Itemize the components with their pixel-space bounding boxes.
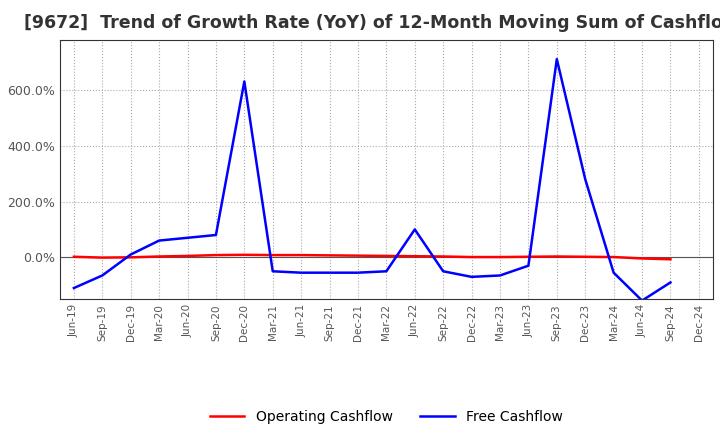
Operating Cashflow (609, 254, 618, 260)
Operating Cashflow (70, 254, 78, 260)
Free Cashflow (240, 79, 248, 84)
Free Cashflow (666, 280, 675, 285)
Free Cashflow (524, 263, 533, 268)
Operating Cashflow (240, 252, 248, 257)
Operating Cashflow (524, 254, 533, 260)
Operating Cashflow (212, 253, 220, 258)
Free Cashflow (410, 227, 419, 232)
Free Cashflow (212, 232, 220, 238)
Free Cashflow (269, 269, 277, 274)
Operating Cashflow (127, 255, 135, 260)
Operating Cashflow (325, 253, 334, 258)
Free Cashflow (552, 56, 561, 62)
Free Cashflow (325, 270, 334, 275)
Operating Cashflow (354, 253, 362, 258)
Free Cashflow (354, 270, 362, 275)
Free Cashflow (183, 235, 192, 240)
Free Cashflow (127, 252, 135, 257)
Operating Cashflow (581, 254, 590, 260)
Operating Cashflow (297, 253, 305, 258)
Operating Cashflow (269, 253, 277, 258)
Free Cashflow (98, 273, 107, 278)
Free Cashflow (638, 298, 647, 303)
Operating Cashflow (410, 253, 419, 259)
Free Cashflow (382, 269, 391, 274)
Operating Cashflow (552, 254, 561, 259)
Line: Free Cashflow: Free Cashflow (74, 59, 670, 301)
Legend: Operating Cashflow, Free Cashflow: Operating Cashflow, Free Cashflow (204, 405, 569, 430)
Free Cashflow (581, 176, 590, 182)
Operating Cashflow (467, 254, 476, 260)
Free Cashflow (495, 273, 504, 278)
Free Cashflow (609, 270, 618, 275)
Free Cashflow (297, 270, 305, 275)
Operating Cashflow (98, 255, 107, 260)
Free Cashflow (155, 238, 163, 243)
Operating Cashflow (155, 254, 163, 259)
Line: Operating Cashflow: Operating Cashflow (74, 255, 670, 259)
Free Cashflow (439, 269, 448, 274)
Operating Cashflow (638, 256, 647, 261)
Operating Cashflow (439, 254, 448, 259)
Free Cashflow (467, 274, 476, 279)
Title: [9672]  Trend of Growth Rate (YoY) of 12-Month Moving Sum of Cashflows: [9672] Trend of Growth Rate (YoY) of 12-… (24, 15, 720, 33)
Operating Cashflow (382, 253, 391, 259)
Operating Cashflow (183, 253, 192, 259)
Operating Cashflow (666, 257, 675, 262)
Free Cashflow (70, 286, 78, 291)
Operating Cashflow (495, 254, 504, 260)
